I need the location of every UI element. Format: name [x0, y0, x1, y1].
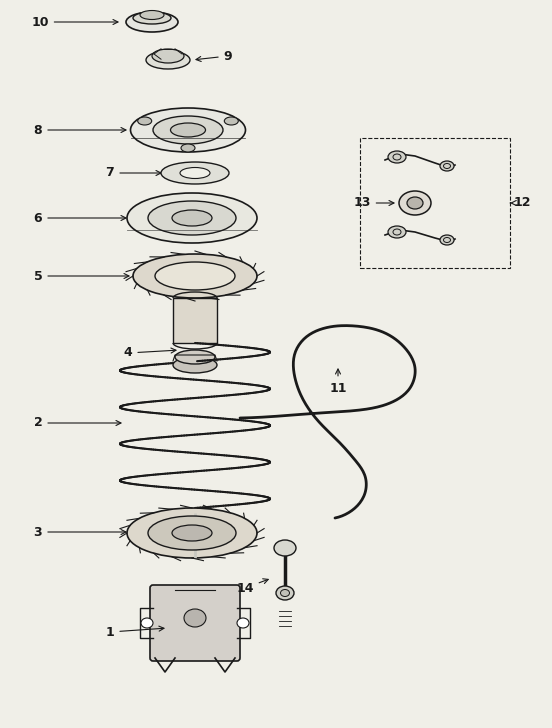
- Ellipse shape: [141, 618, 153, 628]
- Bar: [360, 138, 510, 268]
- Ellipse shape: [440, 161, 454, 171]
- Ellipse shape: [140, 10, 164, 20]
- Ellipse shape: [148, 516, 236, 550]
- Text: 1: 1: [105, 625, 164, 638]
- Ellipse shape: [155, 262, 235, 290]
- Ellipse shape: [175, 350, 215, 364]
- Text: 5: 5: [34, 269, 129, 282]
- Ellipse shape: [126, 12, 178, 32]
- Ellipse shape: [184, 609, 206, 627]
- Text: 7: 7: [105, 167, 161, 180]
- Ellipse shape: [172, 210, 212, 226]
- Ellipse shape: [276, 586, 294, 600]
- Text: 12: 12: [511, 197, 531, 210]
- Text: 9: 9: [196, 50, 232, 63]
- Ellipse shape: [127, 508, 257, 558]
- Ellipse shape: [172, 525, 212, 541]
- Ellipse shape: [180, 167, 210, 178]
- Ellipse shape: [407, 197, 423, 209]
- Ellipse shape: [280, 590, 289, 596]
- Ellipse shape: [181, 144, 195, 152]
- Ellipse shape: [440, 235, 454, 245]
- Ellipse shape: [237, 618, 249, 628]
- Text: 3: 3: [34, 526, 126, 539]
- Text: 4: 4: [124, 347, 176, 360]
- Text: 11: 11: [329, 369, 347, 395]
- Ellipse shape: [171, 123, 205, 137]
- Ellipse shape: [133, 12, 171, 24]
- Bar: [173, 298, 217, 343]
- Text: 6: 6: [34, 212, 126, 224]
- Text: 8: 8: [34, 124, 126, 136]
- Ellipse shape: [152, 49, 184, 63]
- Ellipse shape: [127, 193, 257, 243]
- Ellipse shape: [388, 226, 406, 238]
- Text: 2: 2: [34, 416, 121, 430]
- Ellipse shape: [399, 191, 431, 215]
- Text: 14: 14: [236, 579, 268, 595]
- Ellipse shape: [137, 117, 152, 125]
- Text: 10: 10: [31, 15, 118, 28]
- FancyBboxPatch shape: [150, 585, 240, 661]
- Ellipse shape: [173, 357, 217, 373]
- Text: 13: 13: [353, 197, 394, 210]
- Ellipse shape: [146, 51, 190, 69]
- Ellipse shape: [388, 151, 406, 163]
- Ellipse shape: [224, 117, 238, 125]
- Ellipse shape: [148, 201, 236, 235]
- Ellipse shape: [274, 540, 296, 556]
- Ellipse shape: [130, 108, 246, 152]
- Ellipse shape: [133, 254, 257, 298]
- Ellipse shape: [153, 116, 223, 144]
- Ellipse shape: [161, 162, 229, 184]
